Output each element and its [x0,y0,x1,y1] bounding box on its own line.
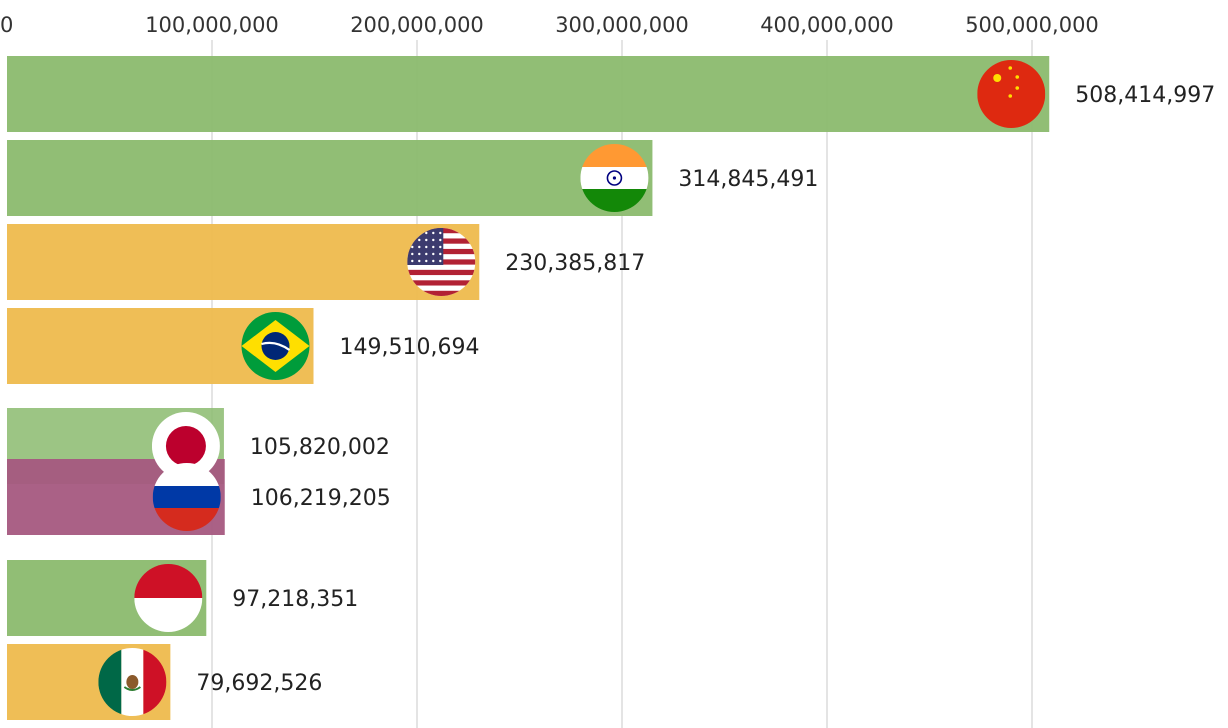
value-label: 97,218,351 [232,587,358,612]
x-axis-tick-labels: 0 100,000,000 200,000,000 300,000,000 400,00… [0,13,1099,37]
x-tick-label: 0 [0,13,13,37]
value-label: 79,692,526 [196,671,322,696]
india-flag-icon [580,144,649,212]
bar-india [7,140,653,216]
value-label: 106,219,205 [251,486,391,511]
value-label: 230,385,817 [505,251,645,276]
x-tick-label: 400,000,000 [760,13,894,37]
usa-flag-icon [407,228,476,296]
brazil-flag-icon [241,312,310,380]
value-labels: 508,414,997 314,845,491 230,385,817 149,510… [196,83,1215,696]
x-tick-label: 200,000,000 [350,13,484,37]
indonesia-flag-icon [134,564,203,632]
value-label: 105,820,002 [250,435,390,460]
china-flag-icon [977,60,1046,128]
x-tick-label: 300,000,000 [555,13,689,37]
value-label: 149,510,694 [339,335,479,360]
bar-united-states [7,224,480,300]
x-tick-label: 500,000,000 [965,13,1099,37]
value-label: 508,414,997 [1075,83,1215,108]
value-label: 314,845,491 [678,167,818,192]
russia-flag-icon [152,463,221,531]
x-tick-label: 100,000,000 [145,13,279,37]
bar-china [7,56,1050,132]
mexico-flag-icon [98,648,167,716]
